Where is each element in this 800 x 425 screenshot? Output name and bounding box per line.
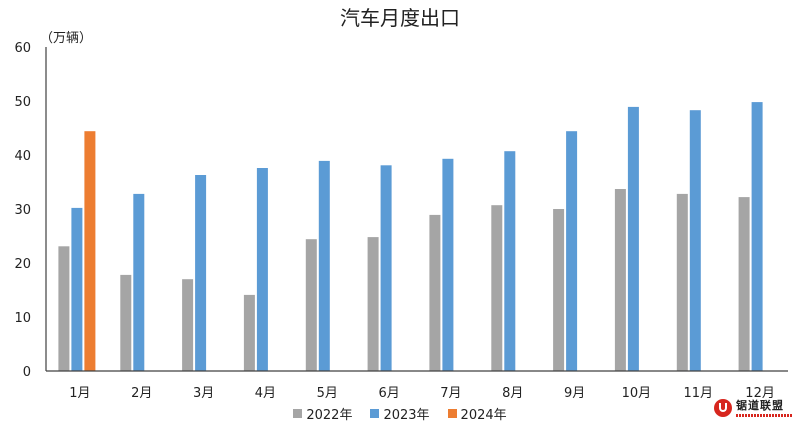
- x-tick-label: 3月: [193, 386, 214, 401]
- bar-2022年-10月: [614, 189, 626, 371]
- bar-2023年-11月: [689, 110, 701, 371]
- x-tick-label: 10月: [622, 386, 652, 401]
- bar-2022年-4月: [243, 294, 255, 371]
- bar-2022年-7月: [429, 214, 441, 371]
- x-tick-label: 7月: [440, 386, 461, 401]
- logo-subline: [736, 413, 792, 417]
- legend-swatch-2024: [447, 408, 457, 418]
- x-axis-labels: 1月 2月 3月 4月 5月 6月 7月 8月 9月 10月 11月 12月: [69, 386, 775, 401]
- bar-2023年-6月: [380, 165, 392, 371]
- y-axis-unit-label: （万辆）: [40, 31, 92, 46]
- legend-item-2024: 2024年: [447, 404, 507, 423]
- x-tick-label: 12月: [745, 386, 775, 401]
- bar-2022年-1月: [58, 246, 70, 371]
- legend: 2022年 2023年 2024年: [0, 404, 800, 423]
- legend-item-2022: 2022年: [293, 404, 352, 423]
- y-tick-label: 0: [23, 365, 31, 380]
- legend-swatch-2023: [370, 408, 380, 418]
- x-tick-label: 1月: [69, 386, 90, 401]
- y-tick-label: 40: [14, 149, 31, 164]
- bars-group: [58, 102, 763, 372]
- x-tick-label: 4月: [255, 386, 276, 401]
- bar-2023年-7月: [442, 158, 454, 371]
- legend-label-2022: 2022年: [306, 407, 353, 423]
- bar-2023年-12月: [751, 102, 763, 371]
- y-tick-label: 50: [14, 95, 31, 110]
- bar-2023年-5月: [318, 160, 330, 371]
- bar-2022年-11月: [676, 193, 688, 371]
- y-tick-label: 20: [14, 257, 31, 272]
- x-tick-label: 11月: [683, 386, 713, 401]
- logo-icon: [714, 399, 732, 417]
- bar-2024年-1月: [84, 131, 96, 371]
- bar-2022年-8月: [491, 205, 503, 371]
- axes: [45, 47, 788, 372]
- bar-2023年-8月: [504, 151, 516, 371]
- bar-2023年-4月: [256, 168, 268, 371]
- y-tick-label: 60: [14, 41, 31, 56]
- legend-swatch-2022: [293, 408, 303, 418]
- logo-text-block: 锯道联盟: [736, 400, 792, 417]
- bar-2022年-9月: [553, 209, 565, 371]
- bar-2022年-3月: [182, 279, 194, 371]
- bar-2022年-6月: [367, 237, 379, 371]
- bar-2023年-1月: [71, 207, 83, 371]
- x-tick-label: 9月: [564, 386, 585, 401]
- bar-2022年-12月: [738, 197, 750, 371]
- y-tick-label: 10: [14, 311, 31, 326]
- logo-text: 锯道联盟: [736, 398, 784, 412]
- x-tick-label: 8月: [502, 386, 523, 401]
- bar-2023年-10月: [627, 106, 639, 372]
- legend-item-2023: 2023年: [370, 404, 430, 423]
- x-tick-label: 2月: [131, 386, 152, 401]
- watermark-logo: 锯道联盟: [714, 395, 796, 421]
- bar-2023年-9月: [566, 131, 578, 371]
- bar-2022年-5月: [305, 239, 317, 371]
- x-tick-label: 5月: [317, 386, 338, 401]
- bar-2023年-3月: [195, 175, 207, 371]
- y-tick-label: 30: [14, 203, 31, 218]
- bar-2022年-2月: [120, 274, 132, 371]
- y-axis-ticks: 0 10 20 30 40 50 60: [14, 41, 31, 380]
- legend-label-2023: 2023年: [383, 407, 430, 423]
- x-tick-label: 6月: [378, 386, 399, 401]
- chart-title: 汽车月度出口: [340, 6, 460, 30]
- bar-2023年-2月: [133, 193, 145, 371]
- legend-label-2024: 2024年: [460, 407, 507, 423]
